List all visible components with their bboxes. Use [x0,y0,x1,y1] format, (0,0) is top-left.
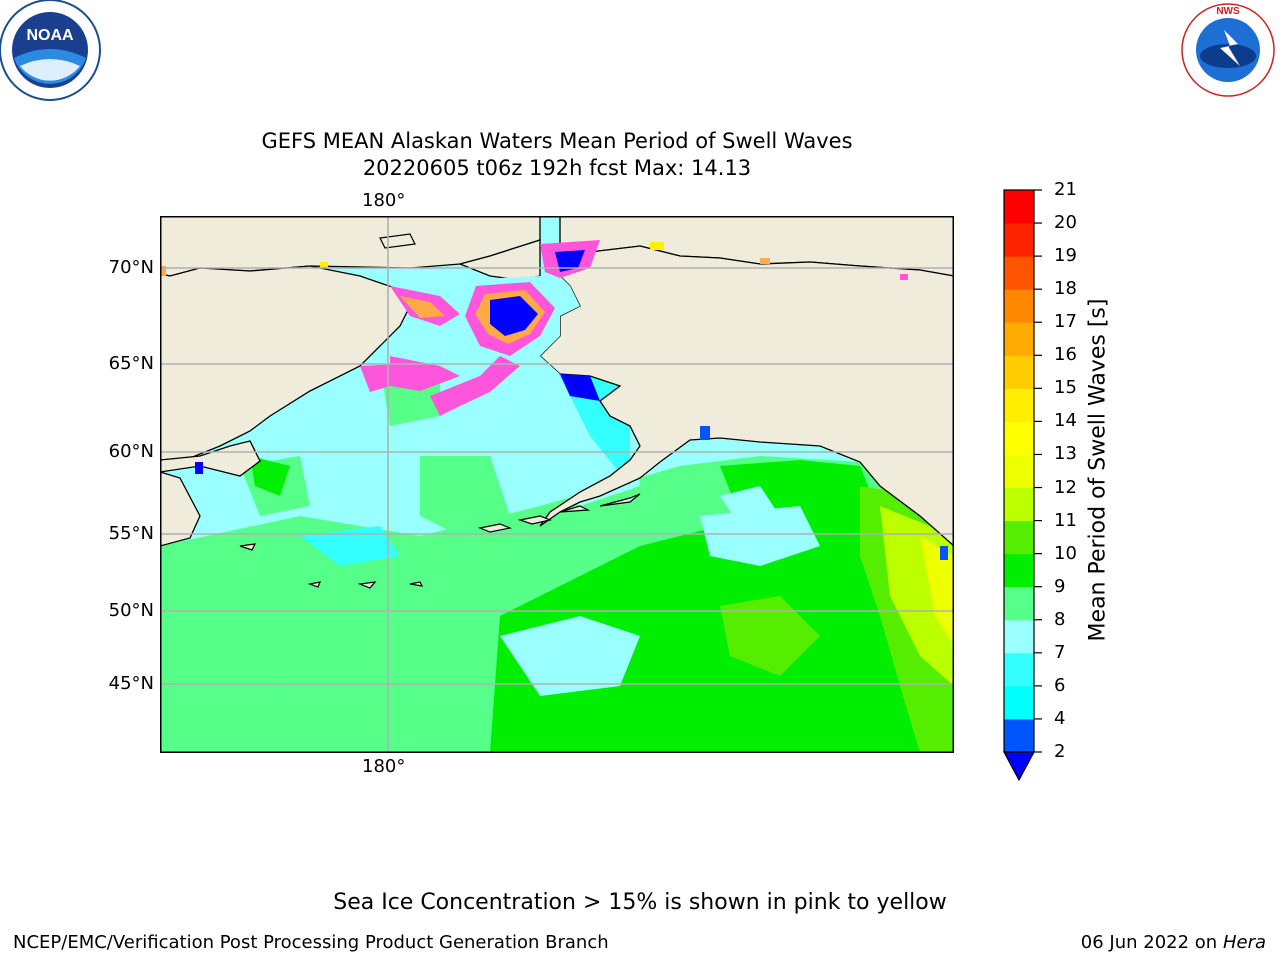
colorbar-frame [1003,189,1035,753]
colorbar-bin [1004,190,1034,224]
noaa-logo: NOAA [0,0,101,101]
lat-tick: 60°N [108,441,154,462]
lon-tick-bottom: 180° [362,756,406,777]
chart-title: GEFS MEAN Alaskan Waters Mean Period of … [261,129,853,153]
colorbar-tick-label: 16 [1054,344,1077,366]
colorbar-tick-label: 20 [1054,212,1077,234]
colorbar-tick-label: 4 [1054,707,1066,729]
lat-tick: 50°N [108,600,154,621]
colorbar-bin [1004,718,1034,753]
colorbar-bin [1004,652,1034,687]
colorbar-tick-label: 14 [1054,410,1077,432]
colorbar-bin [1004,421,1034,455]
colorbar-tick-label: 12 [1054,476,1077,498]
colorbar-tick-label: 13 [1054,443,1077,465]
colorbar-tick-label: 9 [1054,575,1066,597]
colorbar-bin [1004,355,1034,389]
lat-tick: 45°N [108,673,154,694]
colorbar-bin [1004,454,1034,489]
colorbar-bin [1004,586,1034,621]
colorbar-tick-label: 6 [1054,674,1066,696]
footer-host: Hera [1222,932,1266,953]
graticule [160,216,954,753]
lat-tick: 70°N [108,257,154,278]
colorbar-bin [1004,685,1034,720]
footer-date-text: 06 Jun 2022 on [1080,932,1218,953]
colorbar-bin [1004,322,1034,356]
colorbar-tick-label: 21 [1054,179,1077,200]
colorbar-bin [1004,487,1034,522]
colorbar-tick-label: 7 [1054,641,1066,663]
colorbar-bin [1004,289,1034,323]
colorbar [1002,189,1042,782]
colorbar-tick-label: 2 [1054,741,1066,762]
swell-period-map [160,216,954,753]
lat-tick: 55°N [108,523,154,544]
colorbar-tick-label: 11 [1054,509,1077,531]
nws-logo: NWS [1181,3,1275,97]
colorbar-tick-label: 19 [1054,245,1077,267]
svg-text:NWS: NWS [1216,6,1240,17]
lon-tick-top: 180° [362,190,406,211]
svg-text:NOAA: NOAA [26,27,74,44]
land [160,216,954,547]
colorbar-extend-arrow [1002,751,1036,782]
colorbar-bin [1004,256,1034,290]
lat-tick: 65°N [108,353,154,374]
map-frame [160,216,954,753]
colorbar-tick-label: 18 [1054,278,1077,300]
colorbar-tick-label: 10 [1054,542,1077,564]
colorbar-bin [1004,520,1034,555]
swell-period-field [160,366,954,753]
colorbar-tick-label: 17 [1054,311,1077,333]
colorbar-tick-label: 15 [1054,377,1077,399]
colorbar-bin [1004,619,1034,654]
footer-date: 06 Jun 2022 on Hera [1081,932,1266,953]
colorbar-title: Mean Period of Swell Waves [s] [1085,298,1111,642]
colorbar-tick-label: 8 [1054,608,1066,630]
sea-ice-note: Sea Ice Concentration > 15% is shown in … [333,890,947,915]
sea-ice-field [160,240,948,560]
colorbar-bin [1004,223,1034,257]
chart-subtitle: 20220605 t06z 192h fcst Max: 14.13 [362,156,752,180]
colorbar-bin [1004,553,1034,588]
colorbar-bin [1004,388,1034,422]
footer-credit: NCEP/EMC/Verification Post Processing Pr… [13,932,609,953]
